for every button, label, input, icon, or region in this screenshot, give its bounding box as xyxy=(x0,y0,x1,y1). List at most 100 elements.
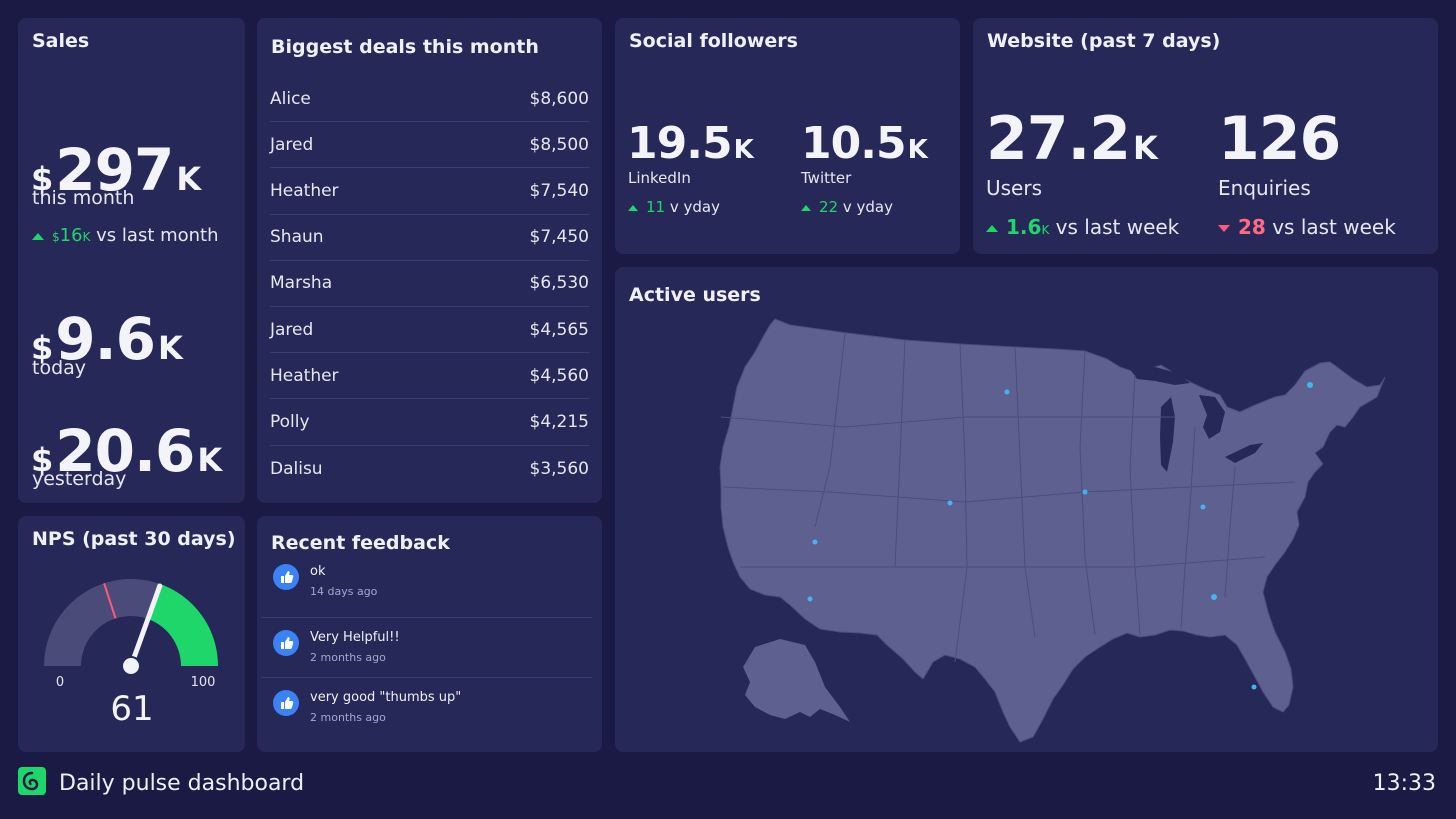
linkedin-label: LinkedIn xyxy=(628,169,691,187)
sales-card: Sales $297K this month $16K vs last mont… xyxy=(18,18,245,503)
clock: 13:33 xyxy=(1372,771,1436,796)
arrow-up-icon xyxy=(628,204,638,211)
deal-name: Marsha xyxy=(270,273,333,294)
nps-score: 61 xyxy=(110,689,153,729)
enquiries-delta: 28 vs last week xyxy=(1218,215,1396,239)
sales-month-number: 297 xyxy=(55,136,174,204)
sales-yesterday-label: yesterday xyxy=(32,468,127,490)
deals-card: Biggest deals this month Alice $8,600 Jar… xyxy=(257,18,602,503)
sales-today-suffix: K xyxy=(158,329,183,367)
twitter-delta-value: 22 xyxy=(819,198,839,216)
linkedin-value: 19.5K xyxy=(627,122,754,166)
deal-name: Jared xyxy=(270,319,314,340)
table-row: Jared $4,565 xyxy=(270,307,589,354)
sales-month-suffix: K xyxy=(176,160,202,198)
lake-huron xyxy=(1199,395,1225,439)
feedback-time: 2 months ago xyxy=(310,651,386,664)
lake-michigan xyxy=(1160,397,1175,472)
active-users-title: Active users xyxy=(629,284,761,306)
currency-symbol: $ xyxy=(31,441,54,479)
table-row: Heather $4,560 xyxy=(270,353,589,400)
enquiries-delta-value: 28 xyxy=(1238,215,1266,239)
website-card: Website (past 7 days) 27.2K Users 1.6K v… xyxy=(973,18,1438,254)
currency-symbol: $ xyxy=(31,329,54,367)
lake-erie xyxy=(1225,443,1263,463)
lake-superior xyxy=(1130,367,1190,385)
nps-title: NPS (past 30 days) xyxy=(32,528,236,550)
social-card: Social followers 19.5K LinkedIn 11 v yda… xyxy=(615,18,960,254)
user-dot xyxy=(1211,594,1217,600)
deals-list: Alice $8,600 Jared $8,500 Heather $7,540 Sh… xyxy=(270,76,589,492)
enquiries-value: 126 xyxy=(1218,104,1341,174)
list-item: ok 14 days ago xyxy=(261,564,592,618)
sales-title: Sales xyxy=(32,30,90,52)
deal-name: Heather xyxy=(270,180,339,201)
users-value: 27.2K xyxy=(986,109,1158,169)
feedback-list[interactable]: ok 14 days ago Very Helpful!! 2 months a… xyxy=(261,560,592,738)
users-number: 27.2 xyxy=(986,104,1131,174)
active-user-dots xyxy=(807,382,1313,690)
gauge-target-marker xyxy=(103,582,117,619)
linkedin-delta-value: 11 xyxy=(646,198,666,216)
deals-title: Biggest deals this month xyxy=(271,36,539,58)
gauge-needle-hub xyxy=(121,656,141,676)
gauge-max-label: 100 xyxy=(191,675,216,690)
arrow-up-icon xyxy=(32,232,44,240)
state-borders xyxy=(720,332,1296,663)
list-item: Very Helpful!! 2 months ago xyxy=(261,618,592,678)
linkedin-delta-text: v yday xyxy=(669,198,720,216)
us-map xyxy=(719,318,1386,743)
table-row: Dalisu $3,560 xyxy=(270,446,589,492)
users-delta-suffix: K xyxy=(1041,223,1050,237)
feedback-title: Recent feedback xyxy=(271,532,450,554)
gauge-min-label: 0 xyxy=(56,675,64,690)
sales-yesterday-value: $20.6K xyxy=(31,422,222,480)
currency-symbol: $ xyxy=(31,160,54,198)
users-label: Users xyxy=(986,176,1043,200)
geckoboard-logo-icon xyxy=(18,767,46,795)
deal-amount: $7,450 xyxy=(529,227,589,248)
deal-amount: $4,215 xyxy=(529,411,589,432)
table-row: Polly $4,215 xyxy=(270,399,589,446)
deal-name: Shaun xyxy=(270,227,324,248)
twitter-delta: 22 v yday xyxy=(801,198,893,216)
twitter-label: Twitter xyxy=(801,169,852,187)
user-dot xyxy=(1200,504,1206,510)
alaska-shape xyxy=(743,639,850,722)
user-dot xyxy=(1251,684,1257,690)
sales-month-delta: $16K vs last month xyxy=(32,225,219,246)
website-title: Website (past 7 days) xyxy=(987,30,1221,52)
users-suffix: K xyxy=(1133,129,1158,167)
deal-amount: $7,540 xyxy=(529,180,589,201)
deal-name: Dalisu xyxy=(270,458,323,479)
linkedin-suffix: K xyxy=(733,135,754,165)
dashboard-title: Daily pulse dashboard xyxy=(59,771,305,796)
deal-amount: $4,565 xyxy=(529,319,589,340)
feedback-card: Recent feedback ok 14 days ago Very Help… xyxy=(257,516,602,752)
sales-month-label: this month xyxy=(32,187,135,209)
linkedin-delta: 11 v yday xyxy=(628,198,720,216)
delta-currency: $ xyxy=(52,230,60,244)
table-row: Heather $7,540 xyxy=(270,168,589,215)
list-item: very good "thumbs up" 2 months ago xyxy=(261,678,592,738)
users-delta-text: vs last week xyxy=(1055,215,1180,239)
user-dot xyxy=(1082,489,1088,495)
table-row: Shaun $7,450 xyxy=(270,215,589,261)
deal-amount: $4,560 xyxy=(529,365,589,386)
feedback-text: ok xyxy=(310,564,326,579)
user-dot xyxy=(807,596,813,602)
nps-card: NPS (past 30 days) 0 100 61 xyxy=(18,516,245,752)
arrow-up-icon xyxy=(801,204,811,211)
deal-amount: $6,530 xyxy=(529,273,589,294)
enquiries-label: Enquiries xyxy=(1218,176,1311,200)
table-row: Marsha $6,530 xyxy=(270,261,589,307)
sales-month-delta-suffix: K xyxy=(82,230,91,244)
table-row: Jared $8,500 xyxy=(270,122,589,169)
deal-amount: $8,600 xyxy=(529,88,589,109)
sales-yesterday-suffix: K xyxy=(197,441,223,479)
sales-today-value: $9.6K xyxy=(31,310,183,368)
gauge-fill xyxy=(146,583,218,666)
twitter-delta-text: v yday xyxy=(842,198,893,216)
deal-amount: $3,560 xyxy=(529,458,589,479)
users-delta: 1.6K vs last week xyxy=(986,215,1179,239)
